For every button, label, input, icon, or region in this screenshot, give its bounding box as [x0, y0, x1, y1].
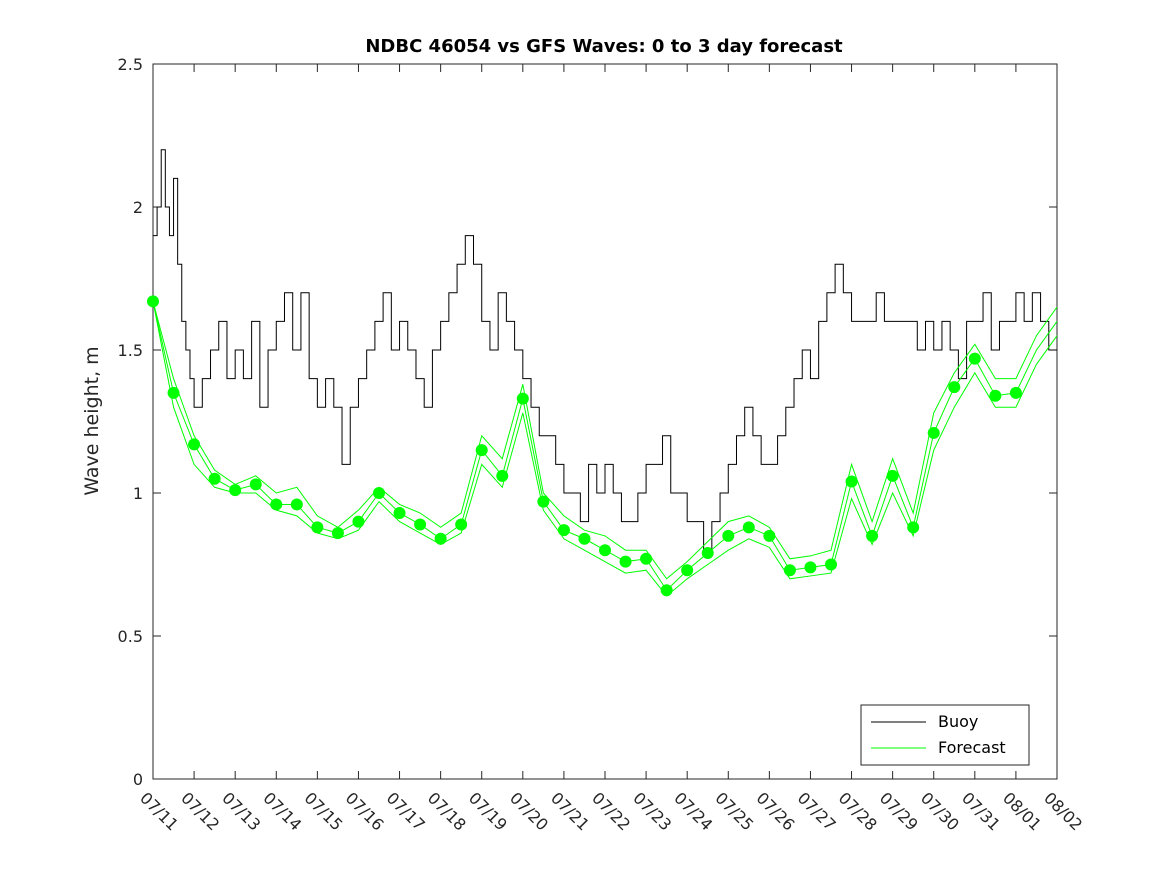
forecast-point — [640, 552, 653, 565]
y-tick-label: 2.5 — [118, 55, 143, 74]
forecast-point — [866, 529, 879, 542]
forecast-point — [475, 444, 488, 457]
forecast-point — [886, 469, 899, 482]
forecast-point — [660, 584, 673, 597]
forecast-point — [927, 426, 940, 439]
forecast-point — [373, 487, 385, 499]
forecast-point — [229, 484, 242, 497]
forecast-point — [434, 532, 447, 545]
forecast-point — [414, 518, 427, 531]
forecast-point — [537, 495, 550, 508]
forecast-point — [783, 564, 796, 577]
plot-area: 00.511.522.507/1107/1207/1307/1407/1507/… — [118, 55, 1087, 834]
forecast-point — [331, 527, 344, 540]
forecast-point — [249, 478, 262, 491]
forecast-point — [989, 389, 1002, 402]
forecast-point — [208, 472, 221, 485]
forecast-point — [516, 392, 529, 405]
chart-title: NDBC 46054 vs GFS Waves: 0 to 3 day fore… — [365, 36, 843, 57]
forecast-point — [742, 521, 755, 534]
forecast-point — [311, 521, 324, 534]
forecast-point — [167, 386, 180, 399]
forecast-point — [557, 524, 570, 537]
y-tick-label: 1.5 — [118, 341, 143, 360]
forecast-point — [681, 564, 694, 577]
forecast-point — [619, 555, 632, 568]
forecast-point — [290, 498, 303, 511]
series-line-buoy — [153, 149, 1057, 551]
forecast-point — [496, 469, 509, 482]
forecast-point — [948, 381, 961, 394]
forecast-point — [1009, 386, 1022, 399]
forecast-point — [763, 529, 776, 542]
legend-label-buoy: Buoy — [938, 712, 978, 731]
forecast-point — [578, 532, 591, 545]
series-line-forecast — [152, 301, 1058, 580]
y-tick-label: 1 — [133, 484, 143, 503]
legend-box — [860, 704, 1030, 766]
series-line-forecast — [152, 301, 1058, 597]
forecast-point — [393, 507, 406, 520]
forecast-point — [845, 475, 858, 488]
forecast-point — [907, 521, 920, 534]
y-tick-label: 0 — [133, 770, 143, 789]
forecast-point — [701, 547, 714, 560]
forecast-point — [722, 529, 735, 542]
y-axis-label: Wave height, m — [81, 346, 103, 495]
forecast-point — [147, 295, 159, 308]
y-tick-label: 0.5 — [118, 627, 143, 646]
forecast-point — [968, 352, 981, 365]
forecast-point — [352, 515, 365, 528]
forecast-point — [270, 498, 283, 511]
legend-label-forecast: Forecast — [938, 738, 1006, 757]
forecast-point — [599, 544, 611, 557]
y-tick-label: 2 — [133, 198, 143, 217]
forecast-point — [825, 558, 837, 571]
forecast-point — [188, 438, 201, 451]
forecast-point — [455, 518, 468, 531]
forecast-point — [804, 561, 817, 574]
